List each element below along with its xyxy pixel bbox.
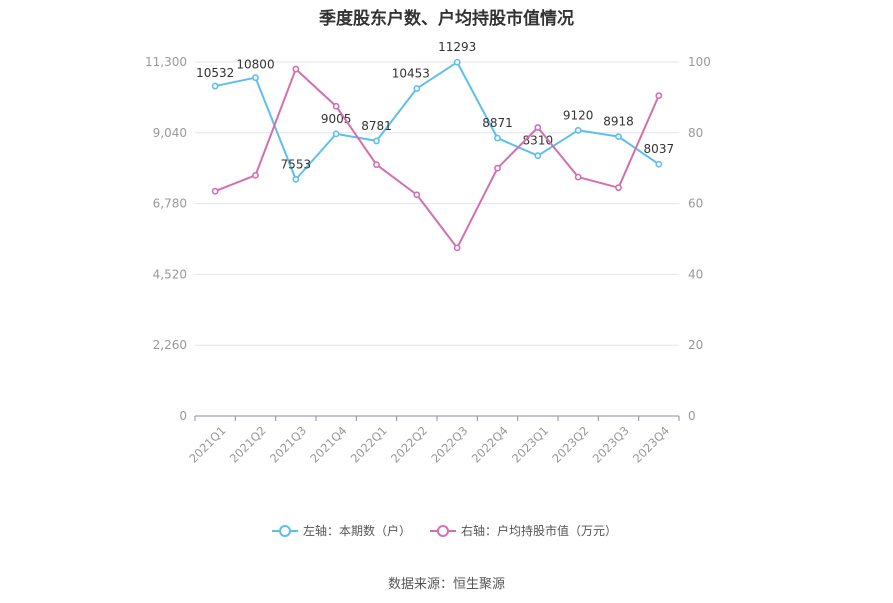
y-left-tick-label: 2,260: [153, 338, 187, 352]
series-line-1: [214, 68, 660, 249]
chart-title: 季度股东户数、户均持股市值情况: [319, 9, 574, 29]
data-label: 10532: [196, 66, 234, 80]
y-right-tick-label: 60: [688, 197, 703, 211]
y-left-tick-label: 4,520: [153, 267, 187, 281]
legend-marker: [279, 525, 291, 537]
data-point-0: [332, 130, 340, 138]
data-point-0: [574, 126, 582, 134]
y-left-tick-label: 9,040: [153, 126, 187, 140]
y-right-tick-label: 80: [688, 126, 703, 140]
data-point-1: [252, 171, 259, 179]
data-source: 数据来源：恒生聚源: [387, 577, 505, 592]
x-tick-label: 2021Q3: [267, 423, 309, 465]
data-point-1: [615, 184, 622, 192]
x-tick-label: 2022Q2: [388, 423, 430, 465]
x-tick-label: 2022Q3: [428, 423, 470, 465]
series-line-0: [214, 61, 660, 181]
data-point-0: [252, 74, 259, 82]
x-tick-label: 2023Q2: [549, 423, 591, 465]
data-label: 8037: [644, 142, 675, 156]
data-point-1: [494, 164, 501, 172]
x-tick-label: 2021Q2: [227, 423, 269, 465]
data-point-0: [615, 133, 622, 141]
data-label: 11293: [438, 40, 476, 54]
legend-label: 右轴：户均持股市值（万元）: [461, 523, 617, 538]
data-label: 7553: [281, 157, 312, 171]
y-right-tick-label: 20: [688, 338, 703, 352]
data-label: 9120: [563, 108, 594, 122]
data-point-1: [413, 191, 421, 199]
data-label: 10453: [392, 67, 430, 81]
y-right-tick-label: 0: [688, 409, 696, 423]
data-label: 8781: [361, 119, 392, 133]
data-point-0: [494, 134, 501, 142]
x-tick-label: 2022Q1: [348, 423, 390, 465]
data-point-1: [292, 65, 300, 73]
x-tick-label: 2021Q1: [186, 423, 228, 465]
x-tick-label: 2021Q4: [307, 423, 349, 465]
data-label: 9005: [321, 112, 352, 126]
data-point-1: [453, 244, 461, 252]
data-point-0: [413, 85, 421, 92]
data-point-0: [211, 82, 219, 90]
data-point-0: [292, 175, 300, 183]
x-tick-label: 2023Q1: [509, 423, 551, 465]
y-left-tick-label: 11,300: [145, 55, 187, 69]
data-point-1: [574, 173, 582, 181]
data-point-0: [534, 152, 542, 160]
data-point-1: [534, 124, 542, 131]
data-label: 8871: [482, 116, 513, 130]
data-point-1: [332, 102, 340, 110]
y-left-tick-label: 6,780: [153, 197, 187, 211]
data-label: 8918: [603, 115, 634, 129]
data-point-1: [211, 187, 219, 195]
y-right-tick-label: 40: [688, 267, 703, 281]
x-tick-label: 2022Q4: [469, 423, 511, 465]
legend-label: 左轴：本期数（户）: [303, 523, 411, 538]
data-point-0: [655, 160, 663, 168]
x-tick-label: 2023Q3: [590, 423, 632, 465]
legend-marker: [437, 525, 449, 537]
data-point-0: [453, 58, 461, 66]
y-right-tick-label: 100: [688, 55, 711, 69]
data-point-0: [373, 137, 380, 145]
data-point-1: [655, 92, 663, 100]
y-left-tick-label: 0: [179, 409, 187, 423]
data-label: 10800: [236, 58, 274, 72]
x-tick-label: 2023Q4: [630, 423, 672, 465]
data-point-1: [373, 161, 380, 169]
